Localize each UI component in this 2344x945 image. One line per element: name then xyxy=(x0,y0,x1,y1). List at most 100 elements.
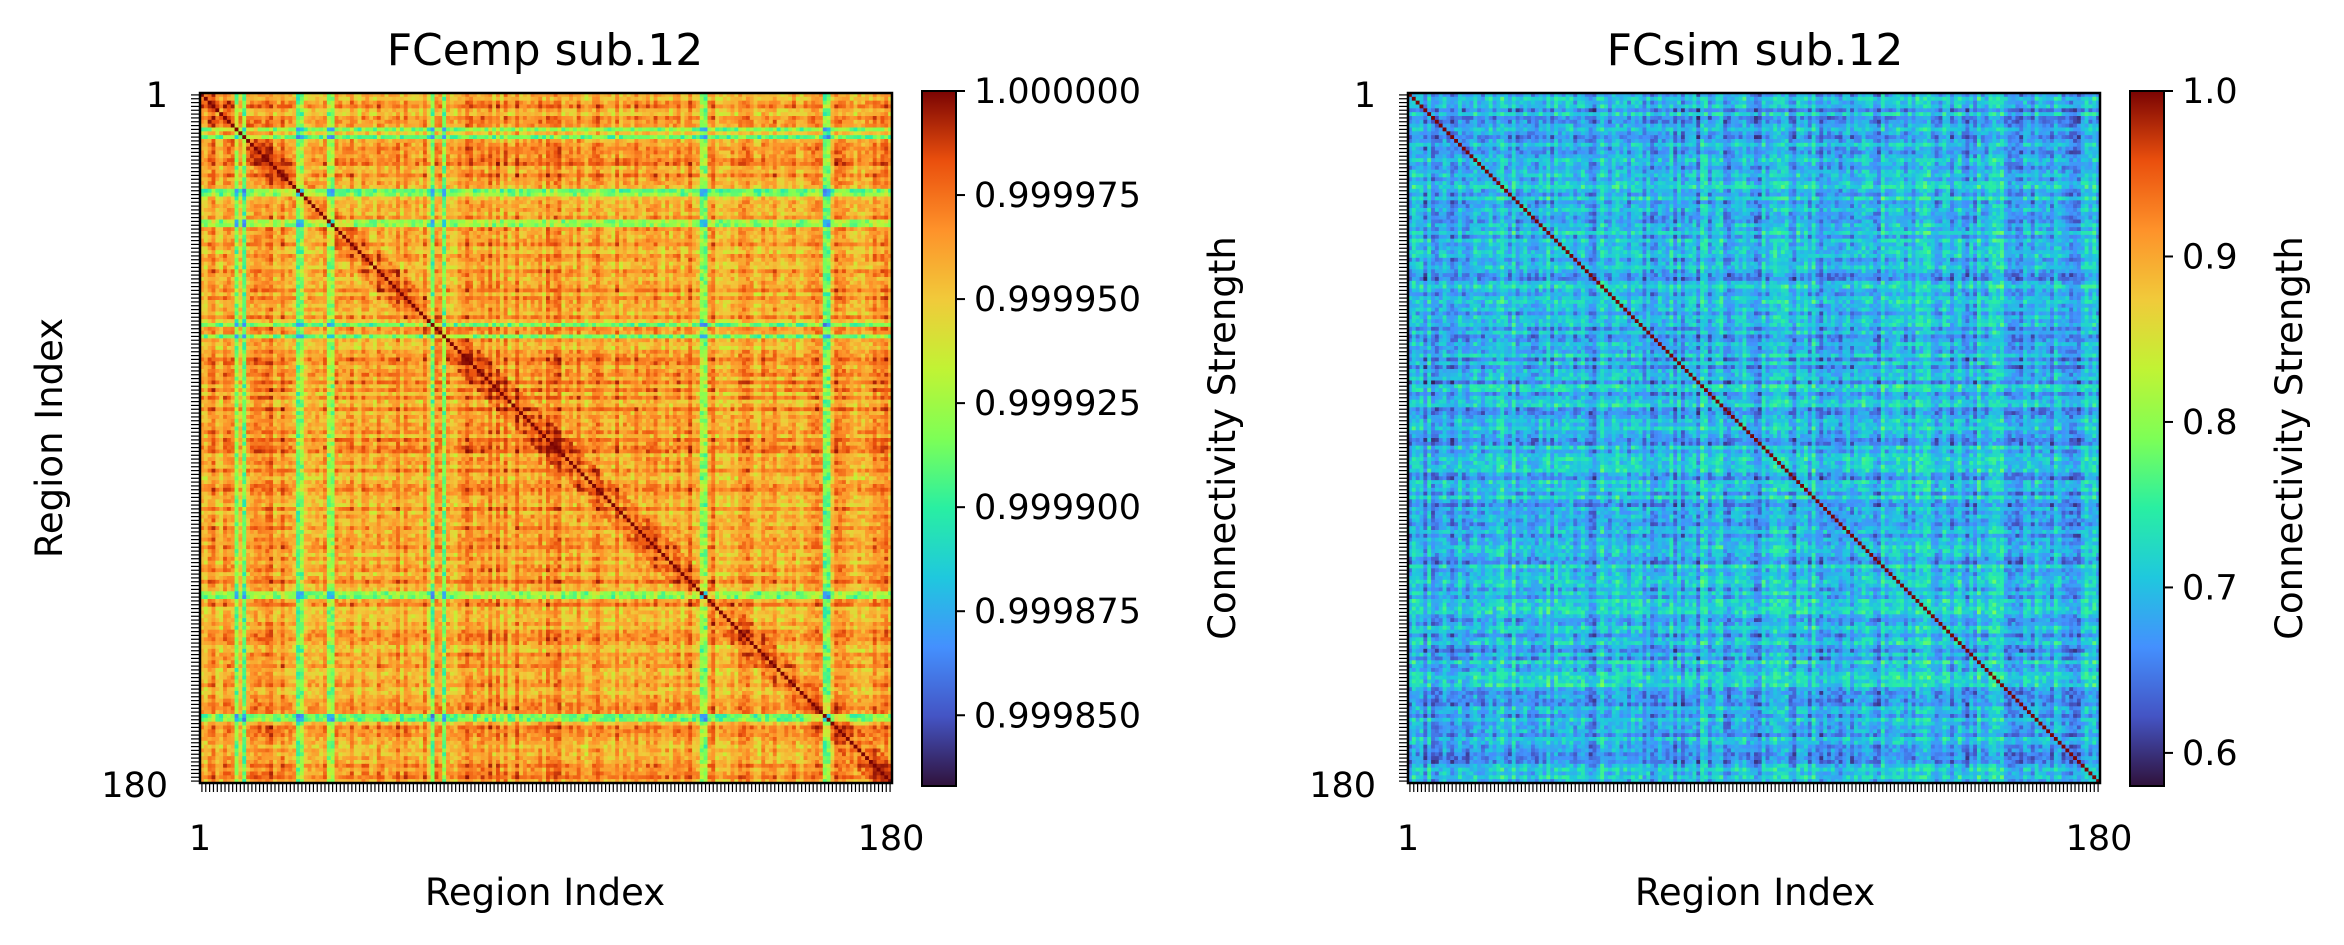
fcemp-cell xyxy=(273,97,277,101)
fcemp-cell xyxy=(235,135,239,139)
fcemp-cell xyxy=(627,101,631,105)
fcemp-cell xyxy=(423,112,427,116)
fcemp-cell xyxy=(784,105,788,109)
fcemp-cell xyxy=(473,112,477,116)
fcemp-cell xyxy=(681,116,685,120)
fcemp-cell xyxy=(519,143,523,147)
fcemp-cell xyxy=(869,124,873,128)
fcemp-cell xyxy=(400,120,404,124)
fcemp-cell xyxy=(673,143,677,147)
fcemp-cell xyxy=(842,131,846,135)
fcemp-cell xyxy=(711,147,715,151)
fcemp-cell xyxy=(373,124,377,128)
fcemp-cell xyxy=(804,116,808,120)
fcemp-cell xyxy=(235,139,239,143)
fcemp-cell xyxy=(454,151,458,155)
fcemp-cell xyxy=(884,147,888,151)
fcemp-cell xyxy=(861,151,865,155)
fcemp-cell xyxy=(696,147,700,151)
fcemp-cell xyxy=(846,139,850,143)
fcemp-cell xyxy=(773,128,777,132)
fcemp-cell xyxy=(880,128,884,132)
fcemp-cell xyxy=(596,97,600,101)
fcemp-cell xyxy=(454,105,458,109)
fcemp-cell xyxy=(469,97,473,101)
fcemp-cell xyxy=(358,101,362,105)
fcemp-cell xyxy=(327,143,331,147)
fcemp-cell xyxy=(515,112,519,116)
fcemp-cell xyxy=(838,108,842,112)
fcemp-cell xyxy=(500,112,504,116)
fcemp-cell xyxy=(212,124,216,128)
fcemp-cell xyxy=(769,143,773,147)
fcemp-cell xyxy=(461,124,465,128)
fcemp-cell xyxy=(769,124,773,128)
fcemp-cell xyxy=(781,135,785,139)
fcemp-cell xyxy=(773,139,777,143)
fcemp-cell xyxy=(488,108,492,112)
fcemp-cell xyxy=(596,135,600,139)
fcemp-cell xyxy=(827,131,831,135)
fcemp-cell xyxy=(650,143,654,147)
fcemp-cell xyxy=(465,124,469,128)
fcemp-cell xyxy=(531,135,535,139)
fcemp-cell xyxy=(692,128,696,132)
fcemp-cell xyxy=(265,135,269,139)
fcemp-cell xyxy=(319,151,323,155)
fcemp-cell xyxy=(781,101,785,105)
fcemp-cell xyxy=(746,135,750,139)
fcemp-cell xyxy=(246,116,250,120)
fcemp-cell xyxy=(465,101,469,105)
fcemp-cell xyxy=(565,151,569,155)
fcemp-cell xyxy=(350,131,354,135)
fcemp-cell xyxy=(488,120,492,124)
fcemp-cell xyxy=(723,120,727,124)
fcemp-cell xyxy=(331,151,335,155)
fcemp-cell xyxy=(435,147,439,151)
fcemp-cell xyxy=(669,151,673,155)
fcemp-cell xyxy=(819,131,823,135)
fcemp-cell xyxy=(534,97,538,101)
fcemp-cell xyxy=(388,143,392,147)
fcemp-cell xyxy=(850,131,854,135)
fcemp-cell xyxy=(342,120,346,124)
fcemp-cell xyxy=(392,101,396,105)
fcemp-cell xyxy=(323,101,327,105)
fcemp-cell xyxy=(534,143,538,147)
fcemp-cell xyxy=(688,120,692,124)
fcemp-cell xyxy=(631,143,635,147)
fcemp-cell xyxy=(423,97,427,101)
fcemp-cell xyxy=(365,108,369,112)
fcemp-cell xyxy=(692,124,696,128)
fcemp-cell xyxy=(385,154,389,158)
fcemp-cell xyxy=(415,151,419,155)
fcemp-cell xyxy=(761,112,765,116)
fcemp-cell xyxy=(269,105,273,109)
fcemp-cell xyxy=(311,131,315,135)
fcemp-cell xyxy=(285,105,289,109)
fcemp-cell xyxy=(331,147,335,151)
fcemp-cell xyxy=(404,105,408,109)
fcemp-cell xyxy=(342,116,346,120)
fcemp-cell xyxy=(819,97,823,101)
fcemp-cell xyxy=(238,151,242,155)
fcemp-cell xyxy=(646,143,650,147)
fcemp-cell xyxy=(807,116,811,120)
fcemp-cell xyxy=(669,112,673,116)
fcemp-cell xyxy=(492,112,496,116)
fcemp-cell xyxy=(212,105,216,109)
fcemp-cell xyxy=(873,108,877,112)
fcemp-cell xyxy=(358,147,362,151)
fcemp-cell xyxy=(769,97,773,101)
fcemp-cell xyxy=(515,135,519,139)
fcemp-cell xyxy=(534,151,538,155)
fcemp-cell xyxy=(588,124,592,128)
fcemp-cell xyxy=(827,135,831,139)
fcemp-cell xyxy=(765,124,769,128)
fcemp-cell xyxy=(827,108,831,112)
fcemp-cell xyxy=(273,124,277,128)
fcemp-cell xyxy=(219,154,223,158)
fcemp-cell xyxy=(204,147,208,151)
fcemp-cell xyxy=(504,120,508,124)
fcemp-cell xyxy=(254,108,258,112)
